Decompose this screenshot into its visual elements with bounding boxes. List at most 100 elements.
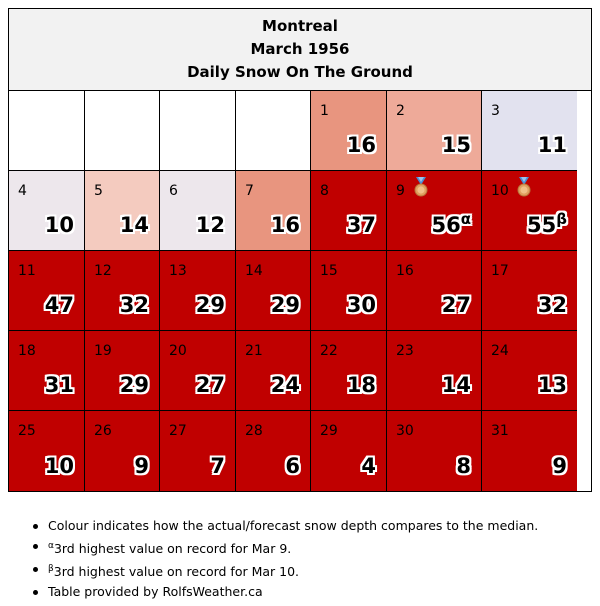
snow-depth-value: 32 bbox=[538, 295, 567, 316]
record-footnote-mark: α bbox=[460, 210, 471, 228]
day-cell: 4 10 bbox=[9, 171, 85, 251]
day-cell: 2 15 bbox=[387, 91, 482, 171]
snow-depth-value: 29 bbox=[271, 295, 300, 316]
snow-depth-number: 8 bbox=[456, 454, 471, 478]
snow-depth-number: 4 bbox=[361, 454, 376, 478]
day-cell: 30 8 bbox=[387, 411, 482, 491]
day-cell: 22 18 bbox=[311, 331, 387, 411]
day-number: 9 bbox=[396, 183, 405, 199]
snow-depth-value: 29 bbox=[196, 295, 225, 316]
day-cell: 25 10 bbox=[9, 411, 85, 491]
day-number: 28 bbox=[245, 423, 263, 439]
snow-depth-number: 16 bbox=[270, 213, 300, 237]
day-number: 27 bbox=[169, 423, 187, 439]
day-cell: 17 32 bbox=[482, 251, 577, 331]
snow-depth-value: 15 bbox=[442, 135, 471, 156]
snow-depth-value: 6 bbox=[285, 456, 300, 477]
snow-depth-number: 27 bbox=[195, 373, 225, 397]
snow-calendar: Montreal March 1956 Daily Snow On The Gr… bbox=[8, 8, 592, 492]
day-cell: 23 14 bbox=[387, 331, 482, 411]
snow-depth-value: 30 bbox=[347, 295, 376, 316]
snow-depth-number: 16 bbox=[346, 133, 376, 157]
snow-depth-number: 47 bbox=[44, 293, 74, 317]
day-number: 6 bbox=[169, 183, 178, 199]
day-number: 4 bbox=[18, 183, 27, 199]
bronze-medal-icon bbox=[517, 177, 531, 197]
day-cell: 6 12 bbox=[160, 171, 236, 251]
snow-depth-number: 13 bbox=[537, 373, 567, 397]
footnotes: Colour indicates how the actual/forecast… bbox=[32, 516, 538, 602]
snow-depth-value: 55β bbox=[527, 212, 567, 236]
day-number: 11 bbox=[18, 263, 36, 279]
snow-depth-value: 9 bbox=[552, 456, 567, 477]
day-cell: 27 7 bbox=[160, 411, 236, 491]
day-cell: 28 6 bbox=[236, 411, 311, 491]
empty-cell bbox=[9, 91, 85, 171]
snow-depth-number: 30 bbox=[346, 293, 376, 317]
day-number: 5 bbox=[94, 183, 103, 199]
day-cell: 29 4 bbox=[311, 411, 387, 491]
beta-mark: β bbox=[48, 564, 54, 574]
chart-subtitle: Daily Snow On The Ground bbox=[187, 63, 413, 81]
day-cell: 5 14 bbox=[85, 171, 160, 251]
snow-depth-number: 10 bbox=[44, 213, 74, 237]
snow-depth-number: 55 bbox=[527, 213, 557, 237]
day-number: 20 bbox=[169, 343, 187, 359]
snow-depth-value: 4 bbox=[361, 456, 376, 477]
snow-depth-value: 11 bbox=[538, 135, 567, 156]
snow-depth-value: 24 bbox=[271, 375, 300, 396]
day-cell: 18 31 bbox=[9, 331, 85, 411]
day-number: 31 bbox=[491, 423, 509, 439]
alpha-note-text: 3rd highest value on record for Mar 9. bbox=[53, 541, 292, 556]
day-number: 10 bbox=[491, 183, 509, 199]
snow-depth-value: 10 bbox=[45, 456, 74, 477]
snow-depth-number: 27 bbox=[441, 293, 471, 317]
day-number: 23 bbox=[396, 343, 414, 359]
snow-depth-number: 15 bbox=[441, 133, 471, 157]
day-number: 7 bbox=[245, 183, 254, 199]
alpha-note: α3rd highest value on record for Mar 9. bbox=[32, 536, 538, 559]
day-cell: 16 27 bbox=[387, 251, 482, 331]
day-cell: 14 29 bbox=[236, 251, 311, 331]
snow-depth-number: 14 bbox=[119, 213, 149, 237]
snow-depth-value: 9 bbox=[134, 456, 149, 477]
day-number: 14 bbox=[245, 263, 263, 279]
day-number: 24 bbox=[491, 343, 509, 359]
day-number: 29 bbox=[320, 423, 338, 439]
snow-depth-value: 16 bbox=[271, 215, 300, 236]
day-cell: 11 47 bbox=[9, 251, 85, 331]
day-number: 21 bbox=[245, 343, 263, 359]
day-cell: 24 13 bbox=[482, 331, 577, 411]
snow-depth-value: 31 bbox=[45, 375, 74, 396]
snow-depth-value: 10 bbox=[45, 215, 74, 236]
day-number: 13 bbox=[169, 263, 187, 279]
snow-depth-value: 14 bbox=[120, 215, 149, 236]
day-number: 8 bbox=[320, 183, 329, 199]
day-cell: 10 55β bbox=[482, 171, 577, 251]
snow-depth-value: 8 bbox=[456, 456, 471, 477]
day-number: 3 bbox=[491, 103, 500, 119]
city-title: Montreal bbox=[262, 17, 338, 35]
snow-depth-value: 16 bbox=[347, 135, 376, 156]
snow-depth-value: 13 bbox=[538, 375, 567, 396]
day-cell: 9 56α bbox=[387, 171, 482, 251]
snow-depth-number: 32 bbox=[119, 293, 149, 317]
snow-depth-number: 9 bbox=[552, 454, 567, 478]
day-number: 17 bbox=[491, 263, 509, 279]
day-number: 1 bbox=[320, 103, 329, 119]
day-cell: 8 37 bbox=[311, 171, 387, 251]
day-number: 12 bbox=[94, 263, 112, 279]
day-number: 30 bbox=[396, 423, 414, 439]
day-cell: 31 9 bbox=[482, 411, 577, 491]
day-cell: 13 29 bbox=[160, 251, 236, 331]
colour-note: Colour indicates how the actual/forecast… bbox=[32, 516, 538, 536]
beta-note-text: 3rd highest value on record for Mar 10. bbox=[53, 564, 300, 579]
credit-note-text: Table provided by RolfsWeather.ca bbox=[48, 584, 263, 599]
snow-depth-value: 32 bbox=[120, 295, 149, 316]
snow-depth-number: 31 bbox=[44, 373, 74, 397]
day-number: 2 bbox=[396, 103, 405, 119]
day-number: 16 bbox=[396, 263, 414, 279]
snow-depth-number: 56 bbox=[431, 213, 461, 237]
beta-note: β3rd highest value on record for Mar 10. bbox=[32, 559, 538, 582]
snow-depth-number: 32 bbox=[537, 293, 567, 317]
